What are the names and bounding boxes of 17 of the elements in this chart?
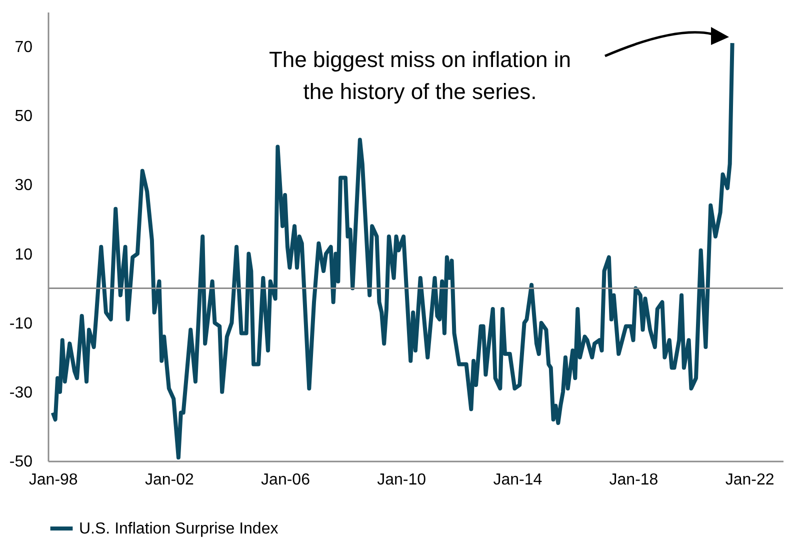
y-tick-label: 10 <box>14 246 33 264</box>
annotation: The biggest miss on inflation in the history of the series. <box>268 47 572 104</box>
x-tick-label: Jan-22 <box>725 472 774 488</box>
legend-label: U.S. Inflation Surprise Index <box>79 520 278 538</box>
x-tick-label: Jan-14 <box>493 472 542 488</box>
y-tick-label: -50 <box>9 454 33 470</box>
x-tick-label: Jan-06 <box>261 472 310 488</box>
y-tick-label: -30 <box>9 384 33 402</box>
y-tick-label: -10 <box>9 315 33 332</box>
x-tick-label: Jan-18 <box>609 472 658 488</box>
y-tick-label: 30 <box>14 177 33 194</box>
y-tick-label: 70 <box>14 39 33 56</box>
x-tick-label: Jan-98 <box>28 472 78 488</box>
line-series <box>50 41 734 460</box>
x-tick-label: Jan-10 <box>377 472 426 488</box>
y-tick-label: 50 <box>14 108 33 126</box>
x-tick-label: Jan-02 <box>144 472 194 488</box>
